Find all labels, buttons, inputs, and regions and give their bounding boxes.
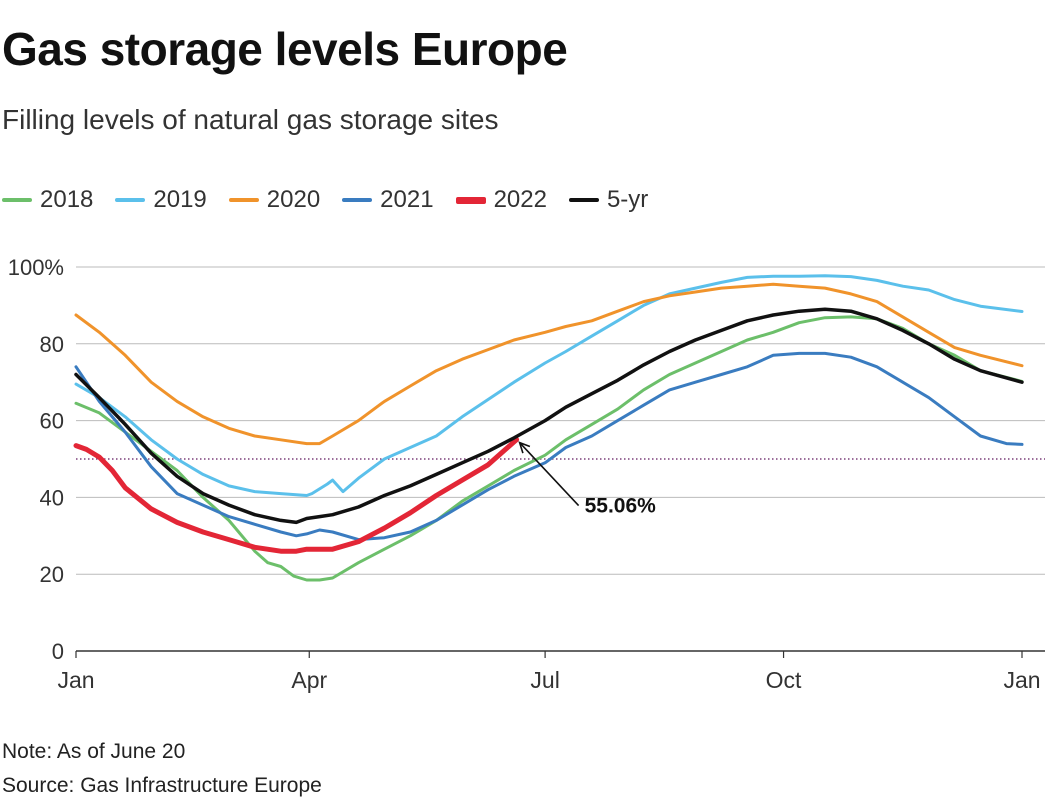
series-line-2022 [73,437,520,554]
y-tick-label: 100% [8,255,64,280]
annotation-group: 55.06% [518,441,657,518]
x-tick-label: Jan [57,667,94,693]
x-axis: Jan Apr Jul Oct Jan [57,651,1041,693]
x-tick-label: Oct [766,667,802,693]
legend-swatch-2020 [228,198,259,202]
series-line-2018 [74,315,1024,582]
legend-label-2019: 2019 [153,186,207,213]
line-chart: Jan Apr Jul Oct Jan 0 20 40 60 80 100% 55.06% [8,255,1045,693]
annotation-arrow-head [518,441,531,454]
legend-item-5yr: 5-yr [568,186,649,214]
legend-swatch-2021 [342,198,373,202]
y-axis: 0 20 40 60 80 100% [8,255,64,664]
page-title: Gas storage levels Europe [2,23,568,75]
legend-swatch-5yr [568,198,599,202]
legend-label-5yr: 5-yr [606,186,649,213]
legend-label-2022: 2022 [493,186,547,213]
chart-series-group [73,274,1024,582]
y-tick-label: 80 [40,332,64,357]
x-tick-label: Jul [530,667,559,693]
y-tick-label: 60 [40,409,64,434]
chart-legend: 2018 2019 2020 2021 2022 5-yr [2,186,670,214]
legend-item-2021: 2021 [342,186,434,214]
x-tick-label: Jan [1003,667,1040,693]
annotation-arrow-line [519,442,580,507]
annotation-label: 55.06% [585,495,657,518]
y-tick-label: 0 [52,639,64,664]
y-tick-label: 20 [40,562,64,587]
legend-label-2020: 2020 [266,186,321,213]
legend-label-2021: 2021 [380,186,434,213]
legend-item-2019: 2019 [115,186,207,214]
chart-grid [76,266,1045,652]
source-text: Source: Gas Infrastructure Europe [2,774,322,797]
page-subtitle: Filling levels of natural gas storage si… [2,104,499,135]
y-tick-label: 40 [40,485,64,510]
note-text: Note: As of June 20 [2,740,186,763]
series-line-2021 [74,351,1024,542]
series-line-5yr [74,307,1024,525]
legend-swatch-2019 [115,198,146,202]
legend-swatch-2018 [2,198,32,202]
legend-item-2020: 2020 [228,186,321,214]
series-line-2019 [74,274,1024,497]
series-line-2020 [74,282,1024,446]
legend-swatch-2022 [455,196,486,204]
legend-item-2018: 2018 [2,186,93,214]
legend-label-2018: 2018 [40,186,94,213]
x-tick-label: Apr [291,667,327,693]
legend-item-2022: 2022 [455,186,547,214]
